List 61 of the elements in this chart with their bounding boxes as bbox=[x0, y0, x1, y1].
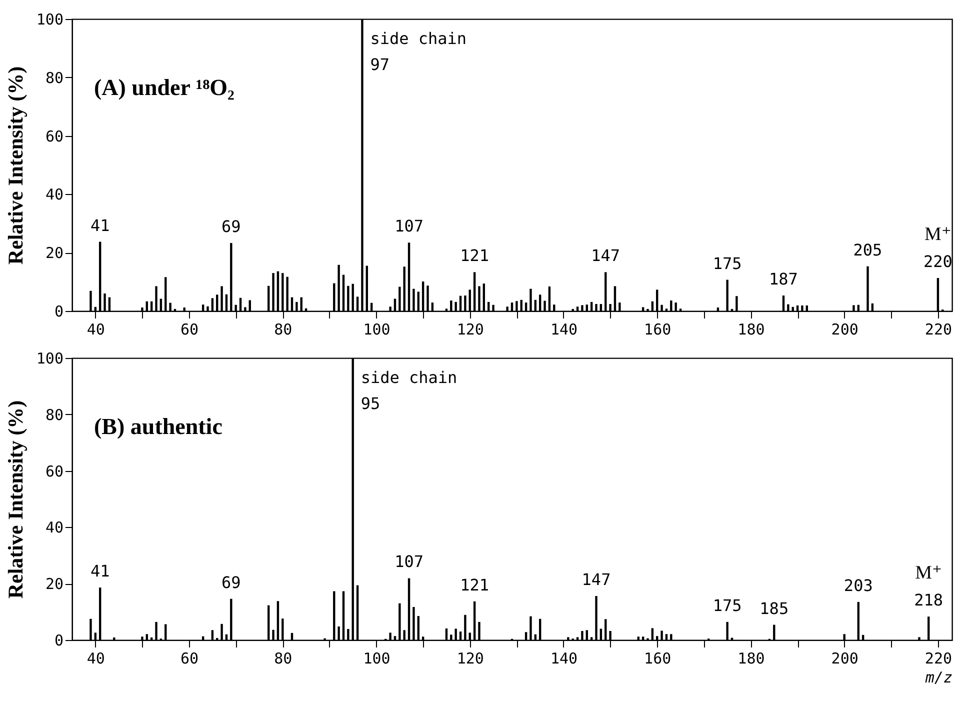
x-tick-label: 160 bbox=[644, 650, 672, 668]
x-tick-label: 120 bbox=[456, 320, 484, 338]
annotation: M⁺ bbox=[915, 562, 942, 584]
annotation: side chain bbox=[370, 29, 467, 48]
y-tick-label: 20 bbox=[45, 575, 64, 594]
x-tick-label: 180 bbox=[738, 320, 765, 338]
annotation: 203 bbox=[844, 576, 873, 595]
y-tick-label: 60 bbox=[45, 127, 64, 146]
annotation: 107 bbox=[394, 216, 424, 236]
y-tick-label: 40 bbox=[45, 518, 64, 537]
x-tick-label: 200 bbox=[831, 320, 858, 338]
annotation: 185 bbox=[760, 598, 789, 618]
annotation: 121 bbox=[460, 246, 490, 266]
annotation: 69 bbox=[222, 572, 241, 592]
annotation: M⁺ bbox=[924, 224, 952, 246]
annotation: 41 bbox=[90, 216, 110, 235]
x-tick-label: 160 bbox=[644, 320, 672, 338]
text: (A) under ¹⁸O₂ bbox=[94, 75, 234, 100]
x-tick-label: 100 bbox=[363, 320, 390, 338]
y-tick-label: 0 bbox=[54, 302, 64, 320]
y-tick-label: 0 bbox=[54, 632, 64, 650]
annotation: 220 bbox=[924, 252, 952, 272]
annotation: 121 bbox=[460, 575, 490, 594]
y-tick-label: 40 bbox=[45, 186, 64, 204]
x-tick-label: 40 bbox=[86, 650, 105, 668]
annotation: 41 bbox=[90, 562, 110, 581]
y-tick-label: 20 bbox=[45, 244, 64, 262]
annotation: 107 bbox=[394, 552, 424, 572]
annotation: 97 bbox=[370, 55, 390, 74]
x-tick-label: 100 bbox=[363, 650, 390, 668]
annotation: 95 bbox=[360, 394, 380, 413]
y-tick-label: 80 bbox=[45, 68, 64, 87]
y-axis-title: Relative Intensity (%) bbox=[3, 66, 28, 265]
annotation: 218 bbox=[914, 590, 944, 610]
annotation: side chain bbox=[360, 368, 458, 387]
y-tick-label: 100 bbox=[36, 10, 64, 28]
x-tick-label: 60 bbox=[180, 320, 199, 338]
y-tick-label: 100 bbox=[36, 350, 64, 368]
y-axis-title: Relative Intensity (%) bbox=[3, 400, 28, 599]
x-tick-label: 120 bbox=[456, 650, 484, 668]
x-tick-label: 40 bbox=[86, 320, 105, 338]
annotation: 147 bbox=[591, 246, 620, 266]
x-tick-label: 80 bbox=[274, 320, 292, 338]
annotation: 175 bbox=[712, 596, 742, 615]
x-tick-label: 60 bbox=[180, 650, 199, 668]
y-tick-label: 80 bbox=[45, 406, 64, 424]
annotation: 205 bbox=[853, 240, 882, 260]
x-tick-label: 80 bbox=[274, 650, 292, 668]
x-tick-label: 220 bbox=[924, 650, 952, 668]
annotation: 69 bbox=[222, 216, 241, 236]
x-tick-label: 140 bbox=[550, 320, 578, 338]
x-tick-label: 140 bbox=[550, 650, 578, 668]
text: (B) authentic bbox=[94, 414, 222, 439]
y-tick-label: 60 bbox=[45, 462, 64, 480]
annotation: 187 bbox=[769, 270, 798, 289]
x-tick-label: 180 bbox=[738, 650, 765, 668]
x-axis-title: m/z bbox=[924, 668, 952, 686]
x-tick-label: 200 bbox=[831, 650, 858, 668]
annotation: 147 bbox=[582, 570, 611, 590]
x-tick-label: 220 bbox=[924, 320, 952, 338]
annotation: 175 bbox=[712, 254, 742, 273]
